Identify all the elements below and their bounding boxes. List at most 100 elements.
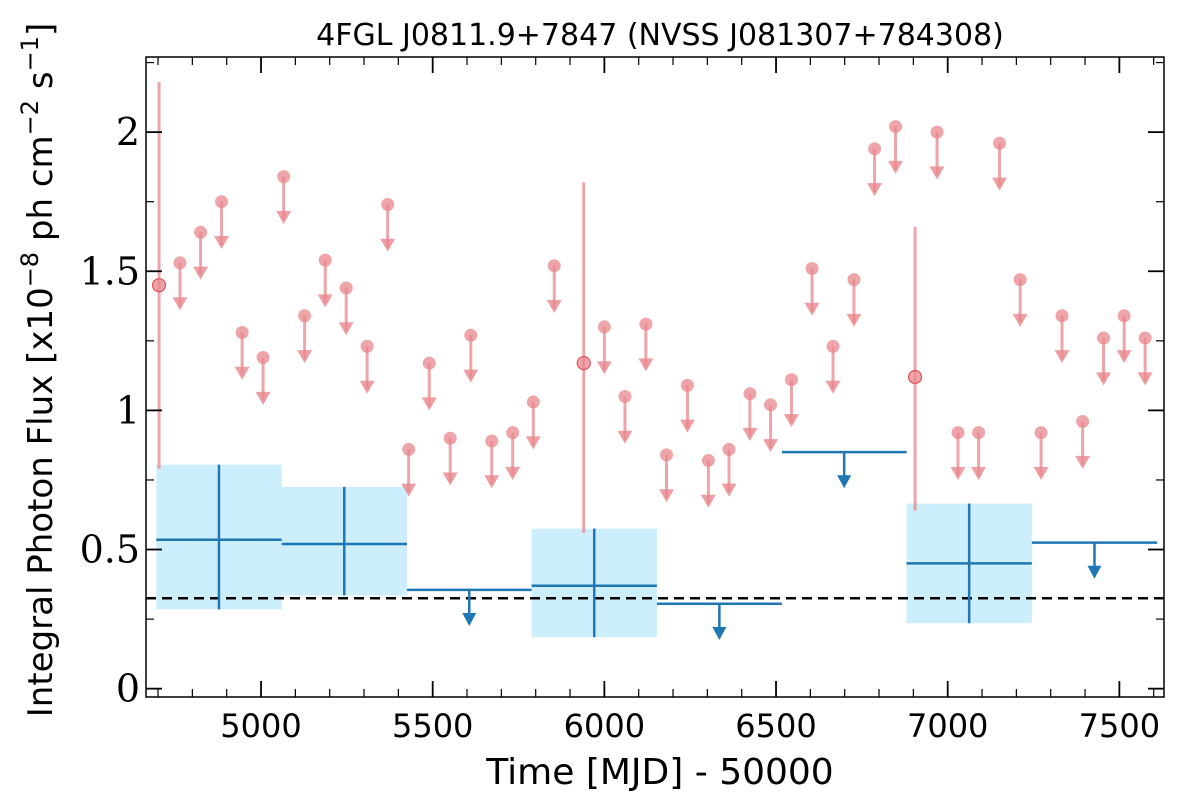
upper-limit-arrowhead [317, 294, 333, 308]
short-bin-upper-limit [1054, 309, 1070, 364]
upper-limit-marker [277, 170, 291, 184]
long-bin-series [156, 450, 1158, 640]
upper-limit-marker [1055, 309, 1069, 323]
upper-limit-marker [930, 125, 944, 139]
long-bin-detection [156, 464, 282, 610]
upper-limit-marker [743, 387, 757, 401]
upper-limit-arrowhead [1096, 372, 1112, 386]
axis-ticks: 5000 5500 6000 6500 7000 7500 0 0.5 1 1.5 2 [80, 57, 1164, 745]
upper-limit-marker [443, 431, 457, 445]
upper-limit-arrowhead [380, 238, 396, 252]
y-axis-label: Integral Photon Flux [x10−8 ph cm−2 s−1] [16, 23, 61, 717]
short-bin-upper-limit [846, 273, 862, 327]
upper-limit-marker [972, 426, 986, 440]
short-bin-upper-limit [721, 442, 737, 497]
short-bin-upper-limit [1012, 273, 1028, 327]
long-bin-limit-arrowhead [712, 626, 727, 640]
short-bin-upper-limit [255, 351, 271, 405]
upper-limit-arrowhead [1033, 466, 1049, 480]
short-bin-detection [907, 226, 923, 511]
upper-limit-marker [194, 225, 208, 239]
short-bin-upper-limit [338, 281, 354, 336]
upper-limit-marker [1138, 331, 1152, 345]
short-bin-upper-limit [401, 442, 417, 497]
short-bin-upper-limit [1116, 309, 1132, 364]
upper-limit-marker [339, 281, 353, 295]
y-axis-label-unit-1: ph cm [21, 135, 61, 252]
upper-limit-arrowhead [276, 210, 292, 224]
short-bin-upper-limit [421, 356, 437, 411]
upper-limit-arrowhead [193, 266, 209, 280]
y-tick-label: 0.5 [80, 528, 140, 572]
long-bin-limit-arrowhead [1087, 565, 1102, 579]
upper-limit-marker [422, 356, 436, 370]
upper-limit-marker [173, 256, 187, 270]
detection-marker [151, 278, 167, 293]
upper-limit-arrowhead [992, 177, 1008, 191]
short-bin-upper-limit [297, 309, 313, 364]
x-tick-label: 5500 [392, 707, 473, 745]
upper-limit-marker [1013, 273, 1027, 287]
upper-limit-arrowhead [484, 475, 500, 489]
upper-limit-marker [464, 328, 478, 342]
upper-limit-arrowhead [700, 494, 716, 508]
upper-limit-arrowhead [172, 297, 188, 311]
long-bin-limit-arrowhead [462, 613, 477, 627]
long-bin-detection [281, 486, 407, 596]
short-bin-upper-limit [525, 395, 541, 450]
upper-limit-marker [1097, 331, 1111, 345]
upper-limit-marker [701, 453, 715, 467]
short-bin-upper-limit [193, 225, 209, 280]
upper-limit-marker [526, 395, 540, 409]
upper-limit-arrowhead [888, 160, 904, 174]
upper-limit-arrowhead [783, 414, 799, 428]
short-bin-upper-limit [1075, 415, 1091, 469]
short-bin-upper-limit [888, 120, 904, 174]
short-bin-upper-limit [617, 389, 633, 444]
upper-limit-arrowhead [505, 466, 521, 480]
short-bin-detection [576, 182, 591, 533]
upper-limit-arrowhead [867, 183, 883, 197]
upper-limit-marker [256, 351, 270, 365]
upper-limit-marker [1034, 426, 1048, 440]
upper-limit-arrowhead [463, 369, 479, 383]
y-axis-label-main: Integral Photon Flux [x10 [21, 287, 61, 717]
upper-limit-arrowhead [596, 361, 612, 375]
short-bin-upper-limit [950, 426, 966, 480]
short-bin-upper-limit [763, 398, 779, 453]
short-bin-upper-limit [484, 434, 500, 489]
x-tick-label: 6500 [735, 707, 816, 745]
short-bin-upper-limit [804, 261, 820, 316]
upper-limit-marker [660, 448, 674, 462]
x-axis-label: Time [MJD] - 50000 [485, 752, 833, 793]
y-axis-label-exponent-2: −2 [16, 100, 44, 135]
upper-limit-arrowhead [1137, 372, 1153, 386]
short-bin-upper-limit [1137, 331, 1153, 386]
upper-limit-arrowhead [421, 397, 437, 411]
upper-limit-arrowhead [401, 483, 417, 497]
short-bin-upper-limit [783, 373, 799, 428]
long-bin-detection [531, 528, 657, 638]
upper-limit-arrowhead [525, 436, 541, 450]
short-bin-upper-limit [1033, 426, 1049, 480]
upper-limit-marker [215, 195, 229, 209]
short-bin-upper-limit [742, 387, 758, 441]
upper-limit-marker [381, 197, 395, 211]
upper-limit-arrowhead [338, 322, 354, 336]
long-bin-limit-arrowhead [837, 475, 852, 489]
upper-limit-arrowhead [359, 380, 375, 394]
detection-marker [576, 355, 591, 371]
short-bin-upper-limit [505, 426, 521, 480]
upper-limit-arrowhead [742, 428, 758, 441]
y-axis-label-exponent-1: −8 [16, 252, 44, 287]
upper-limit-arrowhead [950, 466, 966, 480]
short-bin-upper-limit [276, 170, 292, 224]
upper-limit-arrowhead [679, 419, 695, 433]
upper-limit-marker [318, 253, 332, 267]
short-bin-upper-limit [359, 339, 375, 394]
short-bin-upper-limit [992, 136, 1008, 191]
y-axis-label-exponent-3: −1 [16, 36, 44, 71]
upper-limit-marker [826, 339, 840, 353]
upper-limit-marker [847, 273, 861, 287]
